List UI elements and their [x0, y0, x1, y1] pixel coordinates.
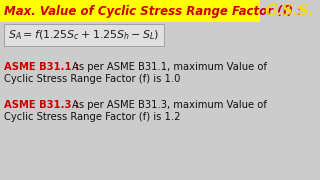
- Text: Cyclic Stress Range Factor (f) is 1.2: Cyclic Stress Range Factor (f) is 1.2: [4, 112, 180, 122]
- Text: ASME B31.3 :: ASME B31.3 :: [4, 100, 79, 110]
- Text: G.S.S.: G.S.S.: [265, 4, 314, 18]
- Text: Max. Value of Cyclic Stress Range Factor (f) :: Max. Value of Cyclic Stress Range Factor…: [4, 4, 302, 17]
- Bar: [0, 0, 260, 22]
- Text: As per ASME B31.3, maximum Value of: As per ASME B31.3, maximum Value of: [72, 100, 267, 110]
- FancyBboxPatch shape: [4, 24, 164, 46]
- Text: As per ASME B31.1, maximum Value of: As per ASME B31.1, maximum Value of: [72, 62, 267, 72]
- Text: $S_A = f(1.25S_c + 1.25S_h - S_L)$: $S_A = f(1.25S_c + 1.25S_h - S_L)$: [8, 28, 159, 42]
- Text: ASME B31.1 :: ASME B31.1 :: [4, 62, 79, 72]
- Text: Cyclic Stress Range Factor (f) is 1.0: Cyclic Stress Range Factor (f) is 1.0: [4, 74, 180, 84]
